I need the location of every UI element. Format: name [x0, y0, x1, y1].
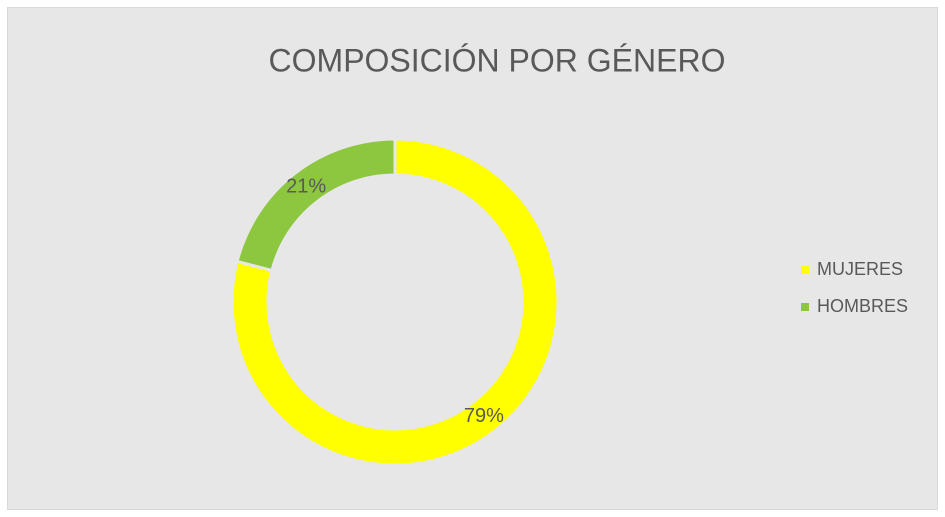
legend-marker — [801, 303, 809, 311]
legend-label: HOMBRES — [817, 296, 908, 316]
legend-label: MUJERES — [817, 259, 903, 279]
donut-segment — [235, 137, 397, 273]
data-label: 21% — [286, 176, 326, 198]
legend-marker — [801, 266, 809, 274]
chart-title: COMPOSICIÓN POR GÉNERO — [269, 42, 726, 78]
data-label: 79% — [464, 405, 504, 427]
donut-segment — [230, 137, 560, 467]
